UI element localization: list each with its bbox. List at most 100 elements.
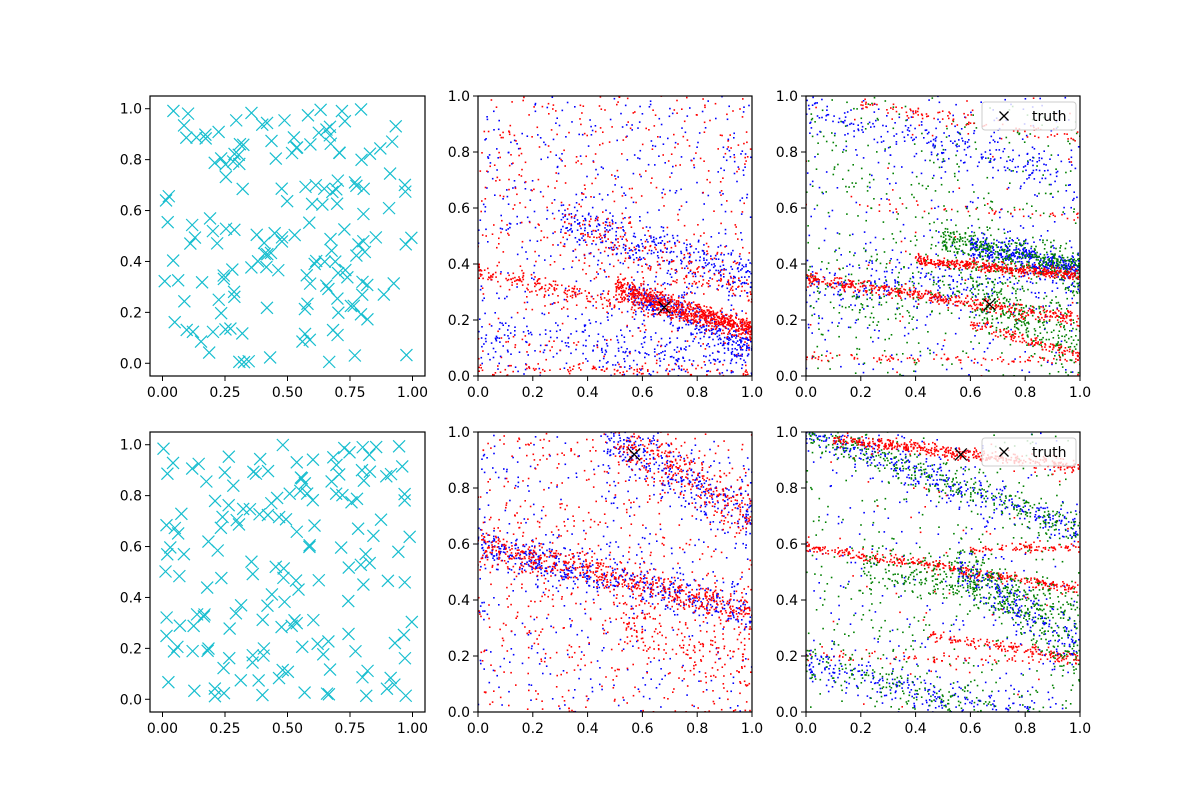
data-point: [679, 164, 681, 166]
data-point: [695, 282, 698, 284]
data-point: [600, 241, 602, 244]
data-point: [673, 304, 675, 306]
data-point: [555, 330, 558, 333]
data-point: [645, 304, 648, 307]
data-point: [892, 127, 895, 130]
data-point: [613, 373, 616, 375]
data-point: [694, 273, 696, 275]
data-point: [521, 132, 523, 135]
data-point: [347, 299, 361, 313]
data-point: [909, 240, 912, 242]
data-point: [874, 280, 876, 282]
data-point: [968, 374, 970, 376]
data-point: [628, 288, 630, 291]
data-point: [746, 292, 749, 294]
data-point: [588, 292, 590, 294]
data-point: [863, 231, 866, 233]
data-point: [726, 281, 729, 283]
data-point: [614, 364, 617, 366]
data-point: [967, 278, 970, 280]
data-point: [539, 287, 542, 290]
data-point: [612, 190, 614, 193]
data-point: [628, 247, 631, 249]
data-point: [856, 353, 858, 356]
data-point: [641, 242, 643, 245]
data-point: [699, 324, 702, 327]
data-point: [683, 313, 686, 315]
data-point: [611, 314, 613, 317]
data-point: [657, 299, 660, 301]
data-point: [941, 161, 944, 163]
data-point: [601, 351, 604, 353]
data-point: [580, 232, 583, 235]
data-point: [574, 214, 577, 216]
data-point: [643, 280, 645, 283]
data-point: [602, 290, 605, 292]
data-point: [991, 247, 994, 249]
data-point: [749, 325, 752, 328]
data-point: [1021, 369, 1023, 372]
data-point: [637, 244, 639, 246]
data-point: [177, 119, 191, 132]
data-point: [873, 198, 875, 200]
data-point: [506, 349, 509, 352]
data-point: [663, 296, 666, 298]
data-point: [676, 360, 679, 363]
data-point: [940, 183, 943, 186]
data-point: [1024, 242, 1027, 245]
data-point: [675, 305, 677, 307]
data-point: [703, 244, 705, 246]
data-point: [1051, 263, 1053, 265]
data-point: [1074, 264, 1076, 266]
data-point: [662, 226, 665, 229]
data-point: [538, 254, 540, 257]
data-point: [703, 335, 705, 338]
data-point: [585, 358, 587, 360]
data-point: [738, 168, 740, 170]
data-point: [645, 226, 648, 228]
data-point: [612, 265, 615, 268]
data-point: [727, 331, 730, 334]
data-point: [727, 324, 730, 326]
data-point: [746, 337, 749, 339]
data-point: [1072, 256, 1074, 258]
data-point: [620, 282, 622, 284]
data-point: [685, 293, 688, 296]
data-point: [657, 264, 659, 266]
data-point: [989, 298, 991, 301]
data-point: [560, 231, 562, 233]
data-point: [737, 270, 740, 273]
data-point: [684, 301, 687, 303]
data-point: [912, 272, 914, 274]
data-point: [985, 286, 988, 288]
data-point: [305, 197, 319, 211]
data-point: [1000, 246, 1002, 249]
data-point: [674, 313, 677, 316]
data-point: [941, 364, 944, 366]
data-point: [603, 297, 606, 299]
data-point: [312, 126, 326, 140]
data-point: [867, 264, 870, 266]
data-point: [508, 222, 511, 225]
data-point: [1022, 208, 1024, 211]
data-point: [329, 182, 343, 196]
data-point: [942, 148, 945, 151]
data-point: [974, 243, 977, 245]
data-point: [745, 374, 747, 376]
data-point: [726, 287, 729, 290]
data-point: [299, 180, 312, 194]
data-point: [838, 247, 841, 250]
data-point: [638, 246, 640, 248]
data-point: [967, 133, 970, 135]
data-point: [551, 285, 553, 287]
data-point: [611, 174, 613, 176]
data-point: [858, 363, 860, 365]
data-point: [690, 260, 692, 263]
data-point: [721, 284, 724, 287]
data-point: [590, 230, 593, 233]
subplot-2: 0.0 0.2 0.4 0.6 0.8 1.00.00.20.40.60.81.0: [448, 89, 763, 401]
data-point: [723, 321, 726, 324]
data-point: [1034, 266, 1036, 269]
data-point: [1055, 261, 1058, 264]
data-point: [676, 99, 678, 102]
